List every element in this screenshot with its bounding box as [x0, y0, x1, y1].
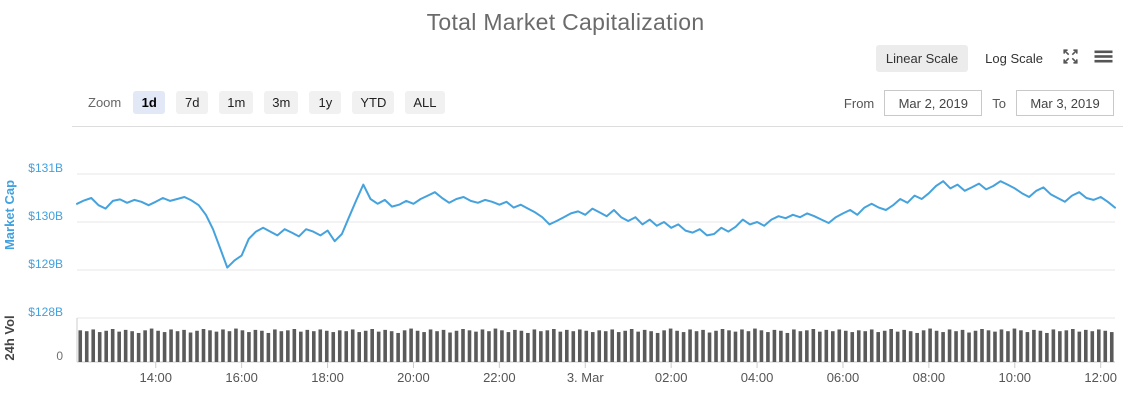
zoom-preset-1d[interactable]: 1d	[133, 91, 166, 114]
to-label: To	[992, 95, 1006, 111]
market-cap-line[interactable]	[76, 180, 1116, 269]
y-tick-label: $131B	[28, 161, 63, 175]
hamburger-menu-icon	[1094, 48, 1113, 70]
chart-menu-button[interactable]	[1092, 46, 1115, 72]
date-range-controls: From To	[844, 90, 1114, 116]
x-tick-label: 18:00	[311, 370, 344, 385]
x-tick-label: 3. Mar	[567, 370, 605, 385]
header-divider	[72, 126, 1123, 127]
fullscreen-expand-icon	[1062, 48, 1079, 70]
zoom-preset-1m[interactable]: 1m	[219, 91, 254, 114]
x-tick-label: 02:00	[655, 370, 688, 385]
fullscreen-button[interactable]	[1060, 46, 1081, 72]
x-tick-label: 10:00	[999, 370, 1032, 385]
x-tick-label: 06:00	[827, 370, 860, 385]
y-axis-labels: $131B $130B $129B $128B 0	[28, 161, 63, 363]
y-tick-label: $130B	[28, 209, 63, 223]
volume-bars	[78, 328, 1114, 362]
market-cap-axis-title: Market Cap	[2, 180, 17, 250]
from-date-input[interactable]	[884, 90, 983, 116]
scale-toggle: Linear Scale Log Scale	[875, 45, 1115, 72]
log-scale-button[interactable]: Log Scale	[985, 51, 1043, 66]
y-tick-label: $128B	[28, 305, 63, 319]
zoom-label: Zoom	[88, 95, 122, 110]
x-tick-label: 16:00	[225, 370, 258, 385]
x-tick-label: 08:00	[913, 370, 946, 385]
market-cap-chart[interactable]: $131B $130B $129B $128B 0 Market Cap 24h Vol 14…	[0, 130, 1131, 405]
zoom-presets: 1d 7d 1m 3m 1y YTD ALL	[133, 91, 445, 114]
volume-axis-title: 24h Vol	[2, 315, 17, 360]
zoom-preset-ytd[interactable]: YTD	[352, 91, 395, 114]
zoom-preset-3m[interactable]: 3m	[264, 91, 299, 114]
volume-zero-label: 0	[56, 349, 63, 363]
from-label: From	[843, 95, 875, 111]
plot-area[interactable]	[77, 130, 1115, 362]
x-tick-label: 04:00	[741, 370, 774, 385]
to-date-input[interactable]	[1016, 90, 1114, 116]
x-tick-label: 12:00	[1084, 370, 1117, 385]
x-axis-labels: 14:00 16:00 18:00 20:00 22:00 3. Mar 02:00 04:0…	[139, 370, 1116, 385]
zoom-preset-all[interactable]: ALL	[405, 91, 445, 114]
x-axis-ticks	[155, 362, 1102, 368]
zoom-preset-7d[interactable]: 7d	[176, 91, 209, 114]
x-tick-label: 22:00	[483, 370, 516, 385]
page-title: Total Market Capitalization	[426, 9, 705, 35]
y-gridlines	[77, 173, 1115, 319]
x-tick-label: 20:00	[397, 370, 430, 385]
axis-titles: Market Cap 24h Vol	[2, 180, 17, 361]
zoom-bar: Zoom 1d 7d 1m 3m 1y YTD ALL	[88, 91, 445, 114]
x-tick-label: 14:00	[139, 370, 172, 385]
zoom-preset-1y[interactable]: 1y	[309, 91, 342, 114]
linear-scale-button[interactable]: Linear Scale	[875, 45, 969, 72]
y-tick-label: $129B	[28, 257, 63, 271]
